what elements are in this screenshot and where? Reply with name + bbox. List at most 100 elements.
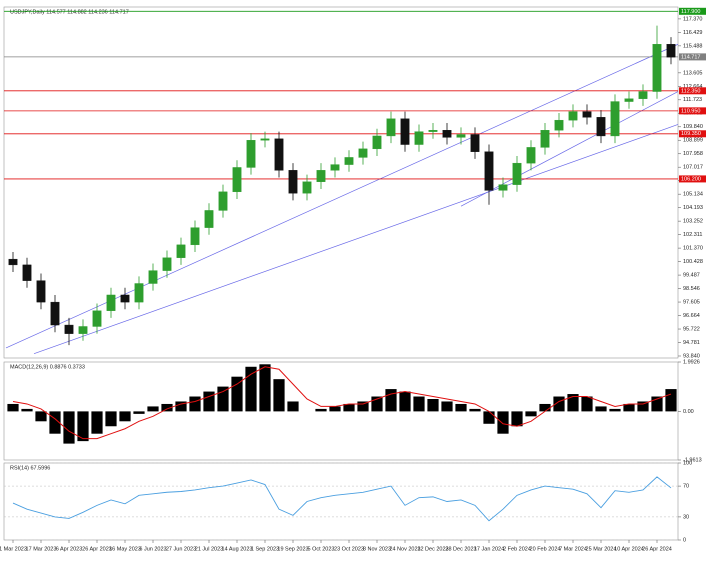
- trendline: [33, 124, 679, 355]
- candle-body: [624, 98, 634, 102]
- candle-body: [652, 44, 662, 92]
- y-tick-label: 107.958: [683, 151, 703, 157]
- macd-bar: [231, 376, 243, 412]
- macd-bar: [497, 411, 509, 434]
- level-label-box: [679, 7, 706, 15]
- macd-bar: [357, 401, 369, 412]
- candle-body: [246, 140, 256, 168]
- macd-bar: [455, 403, 467, 412]
- level-label-box: [679, 130, 706, 138]
- macd-bar: [483, 411, 495, 424]
- candle-body: [568, 111, 578, 121]
- x-tick-label: 16 May 2023: [109, 546, 141, 552]
- y-tick-label: 0.00: [683, 409, 694, 415]
- x-tick-label: 8 Nov 2023: [363, 546, 391, 552]
- macd-bar: [49, 411, 61, 434]
- y-tick-label: 100: [683, 460, 692, 466]
- y-tick-label: 96.664: [683, 313, 700, 319]
- candle-body: [512, 162, 522, 185]
- macd-bar: [511, 411, 523, 427]
- candle-body: [274, 138, 284, 171]
- macd-bar: [581, 396, 593, 412]
- candle-body: [526, 147, 536, 164]
- x-tick-label: 6 Jun 2023: [139, 546, 166, 552]
- macd-bar: [567, 394, 579, 412]
- candle-body: [190, 227, 200, 246]
- macd-bar: [609, 408, 621, 412]
- panel-frame: [3, 6, 679, 359]
- candle-body: [498, 184, 508, 191]
- x-tick-label: 17 Jan 2024: [474, 546, 504, 552]
- candle-body: [8, 258, 18, 266]
- macd-bar: [525, 411, 537, 417]
- x-tick-label: 26 Apr 2024: [642, 546, 672, 552]
- macd-bar: [203, 391, 215, 412]
- y-tick-label: 95.722: [683, 326, 700, 332]
- candle-body: [428, 130, 438, 132]
- x-tick-label: 21 Jul 2023: [195, 546, 223, 552]
- candle-body: [358, 148, 368, 158]
- macd-bar: [315, 408, 327, 412]
- y-tick-label: 0: [683, 537, 686, 543]
- candle-body: [540, 130, 550, 148]
- panel-title: USDJPY,Daily 114.577 114.882 114.236 114…: [10, 9, 129, 15]
- x-tick-label: 20 Feb 2024: [530, 546, 561, 552]
- candle-body: [162, 257, 172, 271]
- rsi-line: [12, 476, 672, 522]
- x-tick-label: 17 Mar 2023: [26, 546, 57, 552]
- x-tick-label: 12 Dec 2023: [417, 546, 448, 552]
- candle-body: [456, 134, 466, 138]
- macd-bar: [133, 411, 145, 414]
- candle-body: [470, 134, 480, 152]
- panel-title: RSI(14) 67.5996: [10, 465, 50, 471]
- panel-title: MACD(12,26,9) 0.8876 0.3733: [10, 364, 85, 370]
- y-tick-label: 97.605: [683, 300, 700, 306]
- y-tick-label: 112.664: [683, 84, 702, 90]
- candle-body: [386, 118, 396, 137]
- candle-body: [582, 111, 592, 118]
- candle-body: [120, 294, 130, 303]
- candle-body: [232, 167, 242, 193]
- candle-body: [176, 244, 186, 258]
- y-tick-label: 30: [683, 514, 689, 520]
- panel-frame: [3, 361, 679, 461]
- x-tick-label: 1 Mar 2023: [0, 546, 27, 552]
- macd-bar: [553, 396, 565, 412]
- macd-bar: [119, 411, 131, 422]
- y-tick-label: 100.428: [683, 259, 703, 265]
- macd-bar: [427, 398, 439, 412]
- x-tick-label: 28 Dec 2023: [445, 546, 476, 552]
- candle-body: [106, 294, 116, 311]
- x-tick-label: 10 Apr 2024: [614, 546, 644, 552]
- macd-bar: [63, 411, 75, 444]
- y-tick-label: 117.370: [683, 16, 702, 22]
- y-tick-label: 104.193: [683, 205, 703, 211]
- trendline: [5, 43, 679, 349]
- candle-body: [596, 117, 606, 137]
- candle-body: [302, 181, 312, 194]
- x-tick-label: 6 Apr 2023: [56, 546, 83, 552]
- macd-bar: [21, 408, 33, 412]
- candle-body: [610, 101, 620, 137]
- macd-bar: [105, 411, 117, 427]
- candle-body: [134, 283, 144, 303]
- level-label: 106.200: [681, 176, 701, 182]
- level-label: 117.900: [681, 9, 700, 15]
- x-tick-label: 24 Nov 2023: [389, 546, 420, 552]
- y-tick-label: 115.488: [683, 43, 702, 49]
- level-label: 109.350: [681, 131, 701, 137]
- y-tick-label: 109.840: [683, 124, 703, 130]
- candle-body: [78, 326, 88, 334]
- candle-body: [148, 270, 158, 284]
- macd-bar: [441, 401, 453, 412]
- x-tick-label: 25 Mar 2024: [586, 546, 617, 552]
- macd-bar: [329, 406, 341, 412]
- y-tick-label: 93.840: [683, 353, 700, 359]
- candle-body: [92, 310, 102, 327]
- x-tick-label: 2 Feb 2024: [503, 546, 531, 552]
- candle-body: [666, 44, 676, 58]
- x-tick-label: 26 Apr 2023: [82, 546, 112, 552]
- y-tick-label: -1.9613: [683, 457, 702, 463]
- level-label: 114.717: [681, 54, 700, 60]
